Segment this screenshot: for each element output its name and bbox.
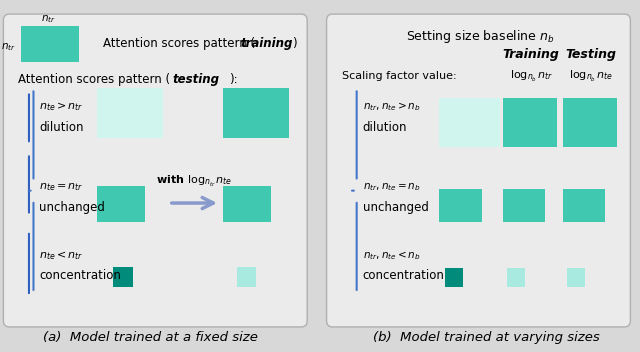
FancyBboxPatch shape <box>223 88 289 138</box>
FancyBboxPatch shape <box>22 26 79 62</box>
FancyBboxPatch shape <box>445 268 463 287</box>
Text: ): ) <box>292 37 297 50</box>
Text: training: training <box>241 37 292 50</box>
Text: concentration: concentration <box>363 269 445 282</box>
Text: ):: ): <box>229 73 237 86</box>
FancyBboxPatch shape <box>440 98 500 147</box>
Text: Scaling factor value:: Scaling factor value: <box>342 71 456 81</box>
FancyBboxPatch shape <box>237 266 256 287</box>
Text: (b)  Model trained at varying sizes: (b) Model trained at varying sizes <box>373 332 600 344</box>
FancyBboxPatch shape <box>223 186 271 222</box>
FancyBboxPatch shape <box>563 98 617 147</box>
Text: Attention scores pattern (: Attention scores pattern ( <box>19 73 170 86</box>
FancyBboxPatch shape <box>326 14 630 327</box>
FancyBboxPatch shape <box>502 98 557 147</box>
Text: dilution: dilution <box>363 121 407 134</box>
Text: Training: Training <box>502 48 559 61</box>
FancyBboxPatch shape <box>97 186 145 222</box>
Text: unchanged: unchanged <box>363 201 429 214</box>
Text: $n_{te} > n_{tr}$: $n_{te} > n_{tr}$ <box>40 101 84 113</box>
Text: (a)  Model trained at a fixed size: (a) Model trained at a fixed size <box>43 332 258 344</box>
Text: concentration: concentration <box>40 269 122 282</box>
Text: Testing: Testing <box>566 48 617 61</box>
Text: Attention scores pattern (: Attention scores pattern ( <box>102 37 255 50</box>
FancyBboxPatch shape <box>113 266 132 287</box>
FancyBboxPatch shape <box>3 14 307 327</box>
Text: dilution: dilution <box>40 121 84 134</box>
Text: $n_{te} = n_{tr}$: $n_{te} = n_{tr}$ <box>40 182 84 194</box>
Text: $n_{tr}$: $n_{tr}$ <box>1 41 15 52</box>
Text: testing: testing <box>172 73 220 86</box>
Text: $n_{tr}, n_{te} < n_b$: $n_{tr}, n_{te} < n_b$ <box>363 249 420 262</box>
Text: $n_{te} < n_{tr}$: $n_{te} < n_{tr}$ <box>40 249 84 262</box>
Text: $n_{tr}$: $n_{tr}$ <box>41 13 56 25</box>
FancyBboxPatch shape <box>440 189 481 222</box>
FancyBboxPatch shape <box>97 88 163 138</box>
Text: with $\log_{n_{tr}} n_{te}$: with $\log_{n_{tr}} n_{te}$ <box>156 174 232 189</box>
Text: $n_{tr}, n_{te} > n_b$: $n_{tr}, n_{te} > n_b$ <box>363 101 420 113</box>
Text: Setting size baseline $n_b$: Setting size baseline $n_b$ <box>406 28 554 45</box>
Text: $n_{tr}, n_{te} = n_b$: $n_{tr}, n_{te} = n_b$ <box>363 182 420 194</box>
FancyBboxPatch shape <box>567 268 585 287</box>
Text: unchanged: unchanged <box>40 201 106 214</box>
FancyBboxPatch shape <box>563 189 605 222</box>
FancyBboxPatch shape <box>507 268 525 287</box>
FancyBboxPatch shape <box>502 189 545 222</box>
Text: $\log_{n_b} n_{tr}$: $\log_{n_b} n_{tr}$ <box>509 69 552 83</box>
Text: $\log_{n_b} n_{te}$: $\log_{n_b} n_{te}$ <box>570 69 613 83</box>
